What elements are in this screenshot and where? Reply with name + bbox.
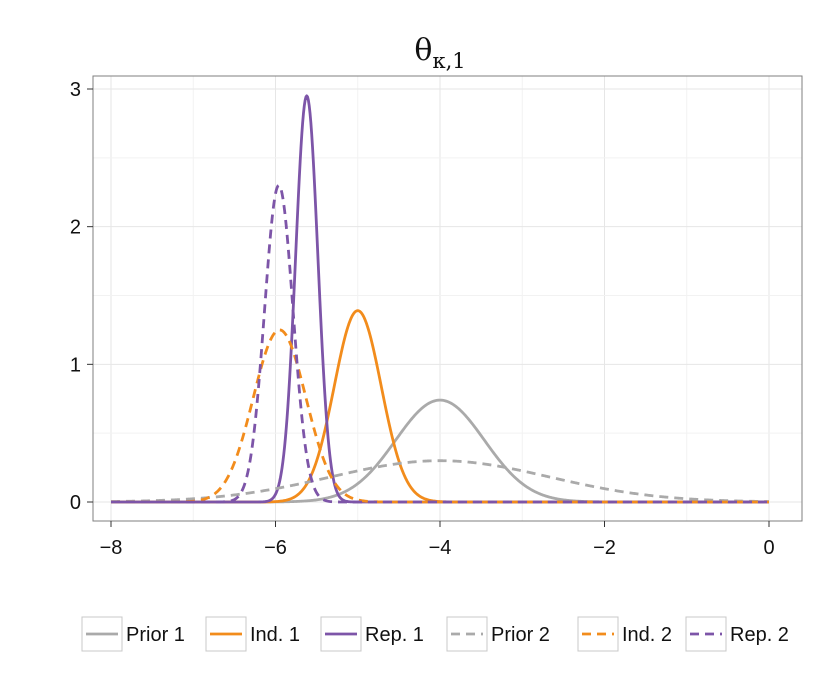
x-tick-label: −2 <box>593 537 616 559</box>
plot-border <box>92 75 803 522</box>
y-tick-label: 3 <box>70 79 81 101</box>
series-line-prior-2 <box>110 459 770 503</box>
plot-background <box>93 76 802 521</box>
legend-label: Ind. 1 <box>250 624 300 646</box>
legend-item-prior-1: Prior 1 <box>81 616 185 652</box>
legend-item-prior-2: Prior 2 <box>446 616 550 652</box>
legend-label: Prior 1 <box>126 624 185 646</box>
legend-item-rep-1: Rep. 1 <box>320 616 424 652</box>
series-layer <box>110 94 770 504</box>
legend-item-ind-2: Ind. 2 <box>577 616 672 652</box>
y-tick-label: 0 <box>70 492 81 514</box>
legend-label: Rep. 1 <box>365 624 424 646</box>
series-line-rep-2 <box>110 183 770 504</box>
chart-title: θκ,1 <box>414 33 465 73</box>
legend-label: Rep. 2 <box>730 624 789 646</box>
legend-label: Prior 2 <box>491 624 550 646</box>
y-tick-label: 2 <box>70 217 81 239</box>
x-tick-label: 0 <box>763 537 774 559</box>
legend-label: Ind. 2 <box>622 624 672 646</box>
y-axis: 0 1 2 3 <box>70 79 93 514</box>
x-tick-label: −6 <box>264 537 287 559</box>
x-tick-label: −8 <box>100 537 123 559</box>
x-tick-label: −4 <box>429 537 452 559</box>
x-axis: −8 −6 −4 −2 0 <box>100 521 775 559</box>
grid-lines <box>93 76 802 521</box>
y-tick-label: 1 <box>70 354 81 376</box>
legend-item-ind-1: Ind. 1 <box>205 616 300 652</box>
legend-item-rep-2: Rep. 2 <box>685 616 789 652</box>
legend: Prior 1 Ind. 1 Rep. 1 Prior 2 Ind. 2 Rep. 2 <box>81 616 789 652</box>
